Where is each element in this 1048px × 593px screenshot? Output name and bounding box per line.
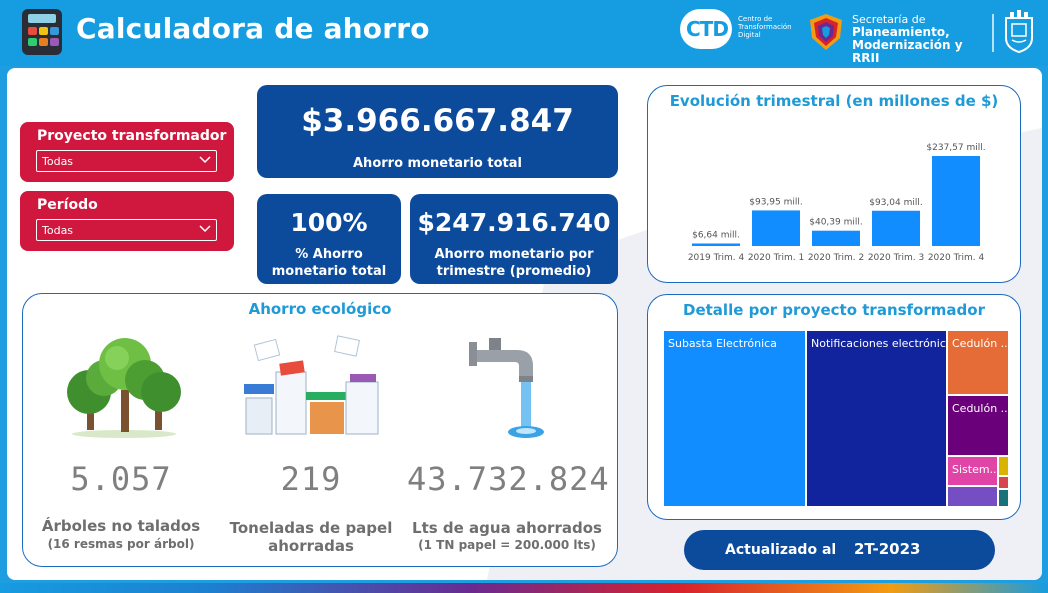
x-tick-label-0: 2019 Trim. 4 bbox=[688, 253, 745, 263]
agua-sub: (1 TN papel = 200.000 lts) bbox=[418, 538, 596, 552]
ctd-logo-text: Centro de Transformación Digital bbox=[738, 15, 792, 39]
water-tap-icon bbox=[469, 338, 544, 438]
detalle-proyecto-card: Detalle por proyecto transformador Subas… bbox=[647, 294, 1021, 520]
updated-prefix: Actualizado al bbox=[725, 542, 837, 558]
chart-title: Evolución trimestral (en millones de $) bbox=[669, 92, 999, 110]
bar-3[interactable] bbox=[872, 210, 920, 246]
calculator-icon bbox=[22, 9, 62, 55]
treemap-tile-small-4[interactable] bbox=[999, 490, 1008, 506]
evolucion-chart-card: Evolución trimestral (en millones de $) … bbox=[647, 85, 1021, 283]
x-tick-label-1: 2020 Trim. 1 bbox=[748, 253, 804, 263]
kpi-average-card: $247.916.740 Ahorro monetario por trimes… bbox=[410, 194, 618, 284]
kpi-average-value: $247.916.740 bbox=[417, 208, 611, 237]
periodo-dropdown-value: Todas bbox=[42, 224, 74, 237]
bottom-color-stripe bbox=[0, 583, 1048, 593]
treemap-title: Detalle por proyecto transformador bbox=[683, 301, 985, 319]
filter-proyecto: Proyecto transformador Todas bbox=[20, 122, 234, 182]
papel-label: Toneladas de papel ahorradas bbox=[229, 519, 393, 555]
x-tick-label-4: 2020 Trim. 4 bbox=[928, 253, 985, 263]
kpi-percent-value: 100% bbox=[290, 208, 368, 237]
filter-proyecto-label: Proyecto transformador bbox=[37, 128, 227, 144]
papel-metric: 219 Toneladas de papel ahorradas bbox=[211, 294, 411, 564]
x-tick-label-3: 2020 Trim. 3 bbox=[868, 253, 924, 263]
bar-data-label-0: $6,64 mill. bbox=[692, 230, 740, 240]
kpi-average-label: Ahorro monetario por trimestre (promedio… bbox=[434, 247, 594, 279]
bar-2[interactable] bbox=[812, 230, 860, 246]
treemap-tile-subasta[interactable]: Subasta Electrónica bbox=[664, 331, 805, 506]
quarterly-bar-chart: $6,64 mill. 2019 Trim. 4 $93,95 mill. 2020 … bbox=[688, 143, 986, 263]
arboles-value: 5.057 bbox=[70, 460, 172, 498]
proyecto-dropdown[interactable]: Todas bbox=[36, 150, 217, 172]
bar-4[interactable] bbox=[932, 156, 980, 246]
ctd-logo: CTD bbox=[680, 9, 732, 49]
filter-periodo: Período Todas bbox=[20, 191, 234, 251]
ahorro-ecologico-card: Ahorro ecológico 5.057 Árboles no talado… bbox=[22, 293, 618, 567]
arboles-label: Árboles no talados bbox=[41, 517, 201, 535]
header-separator bbox=[992, 14, 994, 52]
treemap-tile-notificaciones[interactable]: Notificaciones electrónicas bbox=[807, 331, 958, 506]
treemap-tile-small-3[interactable] bbox=[999, 477, 1008, 488]
agua-value: 43.732.824 bbox=[407, 460, 610, 498]
kpi-total-card: $3.966.667.847 Ahorro monetario total bbox=[257, 85, 618, 178]
treemap-tile-small-2[interactable] bbox=[999, 457, 1008, 475]
bar-data-label-4: $237,57 mill. bbox=[926, 143, 985, 153]
papel-value: 219 bbox=[280, 460, 342, 498]
proyecto-dropdown-value: Todas bbox=[42, 155, 74, 168]
paper-stacks-icon bbox=[244, 335, 379, 435]
page-title: Calculadora de ahorro bbox=[76, 12, 430, 45]
chevron-down-icon bbox=[199, 225, 211, 233]
treemap-tile-sistema[interactable]: Sistem... bbox=[948, 457, 1000, 485]
bar-1[interactable] bbox=[752, 210, 800, 246]
kpi-total-value: $3.966.667.847 bbox=[301, 103, 574, 139]
bar-data-label-1: $93,95 mill. bbox=[749, 197, 802, 207]
secretaria-text: Secretaría de Planeamiento, Modernizació… bbox=[852, 13, 963, 65]
bar-0[interactable] bbox=[692, 243, 740, 246]
kpi-percent-card: 100% % Ahorro monetario total bbox=[257, 194, 401, 284]
kpi-total-label: Ahorro monetario total bbox=[353, 156, 522, 171]
ahorro-ecologico-title: Ahorro ecológico bbox=[248, 300, 392, 318]
treemap-tile-cedulon-2[interactable]: Cedulón ... bbox=[948, 396, 1011, 455]
agua-metric: 43.732.824 Lts de agua ahorrados (1 TN p… bbox=[407, 294, 610, 564]
treemap-tile-cedulon-1[interactable]: Cedulón ... bbox=[948, 331, 1011, 394]
filter-periodo-label: Período bbox=[37, 197, 98, 213]
kpi-percent-label: % Ahorro monetario total bbox=[271, 247, 387, 279]
updated-badge: Actualizado al 2T-2023 bbox=[684, 530, 995, 570]
arboles-sub: (16 resmas por árbol) bbox=[47, 537, 195, 551]
arboles-metric: 5.057 Árboles no talados (16 resmas por … bbox=[21, 294, 221, 564]
treemap-tile-small-1[interactable] bbox=[948, 487, 997, 506]
municipal-crest-logo bbox=[1005, 10, 1033, 54]
agua-label: Lts de agua ahorrados bbox=[412, 519, 602, 537]
updated-period: 2T-2023 bbox=[854, 540, 921, 558]
periodo-dropdown[interactable]: Todas bbox=[36, 219, 217, 241]
bar-data-label-2: $40,39 mill. bbox=[809, 218, 862, 228]
header-bar: Calculadora de ahorro CTD Centro de Tran… bbox=[0, 0, 1048, 66]
secretaria-shield-logo bbox=[810, 14, 842, 50]
trees-icon bbox=[67, 338, 181, 438]
bar-data-label-3: $93,04 mill. bbox=[869, 198, 922, 208]
x-tick-label-2: 2020 Trim. 2 bbox=[808, 253, 864, 263]
chevron-down-icon bbox=[199, 156, 211, 164]
